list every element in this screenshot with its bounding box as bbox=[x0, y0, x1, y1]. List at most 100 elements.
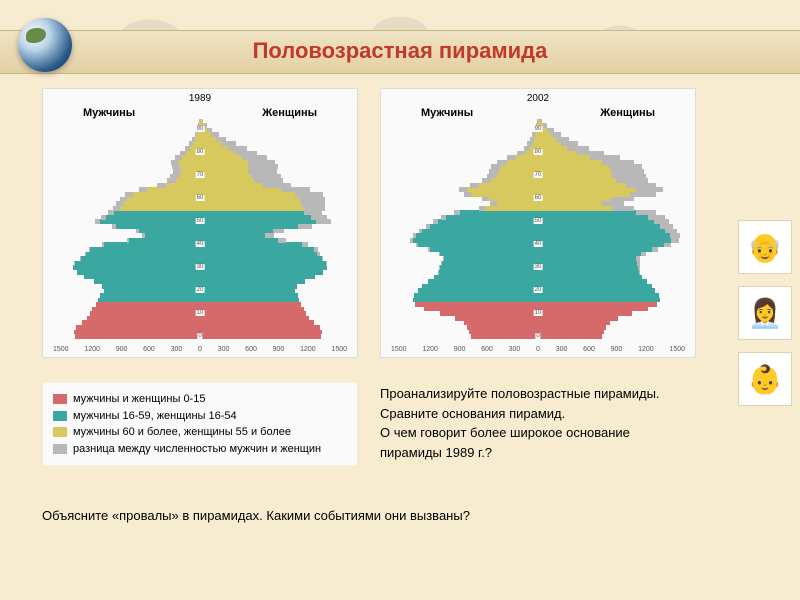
bar-female bbox=[200, 132, 211, 137]
x-tick: 1500 bbox=[669, 346, 685, 353]
x-tick: 1500 bbox=[53, 346, 69, 353]
bar-diff bbox=[479, 206, 485, 211]
question-line: Сравните основания пирамид. bbox=[380, 404, 720, 424]
bar-male bbox=[489, 197, 538, 202]
bar-diff bbox=[609, 164, 642, 169]
bar-female bbox=[200, 247, 314, 252]
bar-male bbox=[440, 252, 538, 257]
bar-male bbox=[455, 316, 538, 321]
bar-female bbox=[538, 311, 632, 316]
bar-diff bbox=[524, 146, 530, 151]
bar-male bbox=[84, 275, 200, 280]
bar-diff bbox=[443, 256, 444, 261]
bar-male bbox=[467, 325, 538, 330]
legend-label: мужчины 16-59, женщины 16-54 bbox=[73, 408, 237, 425]
bar-male bbox=[414, 293, 538, 298]
x-tick: 1500 bbox=[391, 346, 407, 353]
bar-female bbox=[200, 151, 235, 156]
bar-male bbox=[76, 325, 200, 330]
legend-row: мужчины 16-59, женщины 16-54 bbox=[53, 408, 347, 425]
bar-diff bbox=[470, 183, 479, 188]
bar-diff bbox=[652, 247, 658, 252]
bar-male bbox=[179, 160, 200, 165]
pyramid-2002: 2002 Мужчины Женщины 0102030405060708090… bbox=[380, 88, 696, 358]
bar-male bbox=[127, 197, 200, 202]
bar-male bbox=[469, 330, 538, 335]
bar-diff bbox=[648, 215, 666, 220]
bar-female bbox=[538, 270, 639, 275]
bar-diff bbox=[116, 201, 123, 206]
bar-diff bbox=[665, 229, 677, 234]
bar-female bbox=[538, 215, 648, 220]
bar-diff bbox=[273, 229, 285, 234]
clipart-adult-icon: 👩‍💼 bbox=[738, 286, 792, 340]
x-tick: 300 bbox=[171, 346, 183, 353]
bar-male bbox=[133, 192, 200, 197]
bar-diff bbox=[561, 141, 578, 146]
bar-male bbox=[507, 160, 538, 165]
pyramid-year: 2002 bbox=[527, 93, 549, 104]
bar-diff bbox=[85, 252, 86, 257]
bar-female bbox=[200, 238, 278, 243]
bar-female bbox=[538, 160, 602, 165]
bar-diff bbox=[611, 169, 644, 174]
bar-female bbox=[200, 183, 263, 188]
bar-male bbox=[416, 233, 539, 238]
bar-diff bbox=[120, 197, 128, 202]
bar-diff bbox=[185, 146, 191, 151]
bar-female bbox=[538, 302, 657, 307]
bar-diff bbox=[602, 160, 634, 165]
bar-diff bbox=[410, 238, 412, 243]
bar-male bbox=[485, 206, 538, 211]
x-tick: 900 bbox=[273, 346, 285, 353]
age-tick: 10 bbox=[534, 310, 543, 316]
bar-diff bbox=[125, 192, 134, 197]
clipart-elderly-icon: 👴 bbox=[738, 220, 792, 274]
bar-female bbox=[538, 169, 611, 174]
bar-male bbox=[438, 270, 538, 275]
bar-male bbox=[100, 219, 200, 224]
bar-male bbox=[180, 164, 200, 169]
age-tick: 80 bbox=[196, 149, 205, 155]
bar-diff bbox=[207, 128, 212, 133]
pyramid-bars: 0102030405060708090 bbox=[391, 121, 685, 339]
bar-male bbox=[434, 275, 538, 280]
bar-female bbox=[538, 210, 636, 215]
bar-male bbox=[499, 169, 538, 174]
x-tick: 0 bbox=[536, 346, 540, 353]
bar-male bbox=[418, 242, 538, 247]
bar-diff bbox=[664, 242, 671, 247]
bar-diff bbox=[612, 206, 634, 211]
x-tick: 1200 bbox=[422, 346, 438, 353]
bar-diff bbox=[426, 224, 430, 229]
bar-male bbox=[430, 247, 538, 252]
bar-male bbox=[87, 316, 200, 321]
bar-diff bbox=[517, 151, 525, 156]
age-tick: 70 bbox=[196, 172, 205, 178]
x-tick: 0 bbox=[198, 346, 202, 353]
bar-diff bbox=[281, 187, 309, 192]
bar-male bbox=[116, 224, 200, 229]
bar-male bbox=[430, 224, 538, 229]
bar-male bbox=[92, 307, 200, 312]
bar-male bbox=[145, 233, 200, 238]
bar-female bbox=[538, 174, 612, 179]
bar-diff bbox=[222, 141, 237, 146]
age-tick: 80 bbox=[534, 149, 543, 155]
bar-male bbox=[418, 288, 538, 293]
bar-female bbox=[538, 242, 664, 247]
bar-female bbox=[538, 187, 636, 192]
bar-diff bbox=[454, 210, 460, 215]
bar-diff bbox=[602, 201, 625, 206]
bar-female bbox=[538, 325, 606, 330]
bar-female bbox=[200, 307, 304, 312]
bar-diff bbox=[170, 174, 179, 179]
bar-diff bbox=[265, 233, 275, 238]
bar-diff bbox=[639, 270, 640, 275]
bar-male bbox=[516, 155, 538, 160]
bar-diff bbox=[295, 192, 323, 197]
bar-diff bbox=[616, 178, 647, 183]
bar-diff bbox=[127, 238, 129, 243]
bar-male bbox=[90, 311, 200, 316]
bar-female bbox=[200, 233, 265, 238]
